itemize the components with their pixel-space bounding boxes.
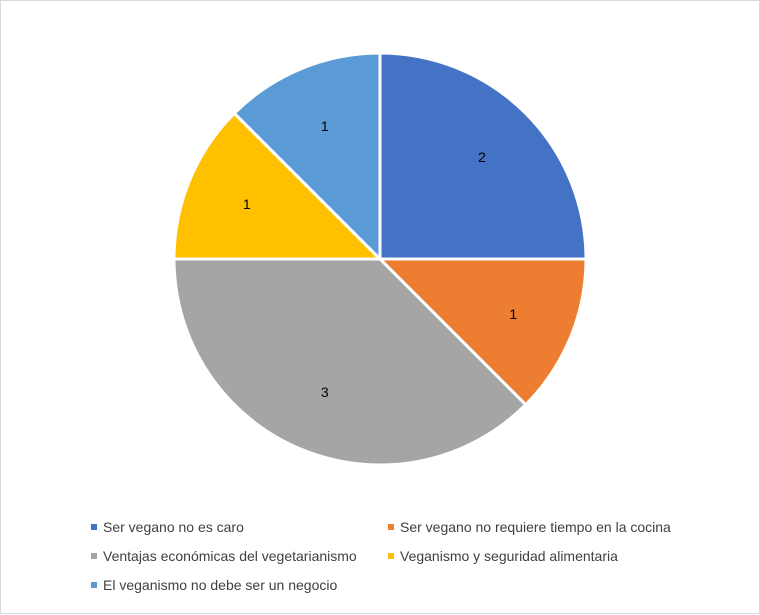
pie-slice xyxy=(378,51,588,261)
pie-slice xyxy=(378,257,588,407)
pie-slice xyxy=(172,257,528,467)
legend-item: Veganismo y seguridad alimentaria xyxy=(388,547,718,564)
legend-swatch xyxy=(91,581,97,588)
chart-legend: Ser vegano no es caro Ser vegano no requ… xyxy=(91,518,731,593)
data-label: 1 xyxy=(509,306,517,322)
legend-label: Ser vegano no es caro xyxy=(103,518,244,535)
pie-slice xyxy=(232,51,382,261)
legend-label: Ventajas económicas del vegetarianismo xyxy=(103,547,357,564)
legend-swatch xyxy=(388,552,394,559)
data-label: 1 xyxy=(243,196,251,212)
legend-item: El veganismo no debe ser un negocio xyxy=(91,576,388,593)
legend-label: Ser vegano no requiere tiempo en la coci… xyxy=(400,518,671,535)
legend-item: Ser vegano no requiere tiempo en la coci… xyxy=(388,518,718,535)
data-label: 3 xyxy=(321,384,329,400)
legend-swatch xyxy=(91,523,97,530)
pie-slices xyxy=(172,51,588,467)
pie-data-labels: 2 1 3 1 1 xyxy=(243,118,517,400)
legend-label: El veganismo no debe ser un negocio xyxy=(103,576,338,593)
legend-item: Ser vegano no es caro xyxy=(91,518,388,535)
legend-swatch xyxy=(388,523,394,530)
legend-item: Ventajas económicas del vegetarianismo xyxy=(91,547,388,564)
legend-label: Veganismo y seguridad alimentaria xyxy=(400,547,618,564)
legend-swatch xyxy=(91,552,97,559)
data-label: 2 xyxy=(478,149,486,165)
pie-slice xyxy=(172,111,382,261)
data-label: 1 xyxy=(321,118,329,134)
